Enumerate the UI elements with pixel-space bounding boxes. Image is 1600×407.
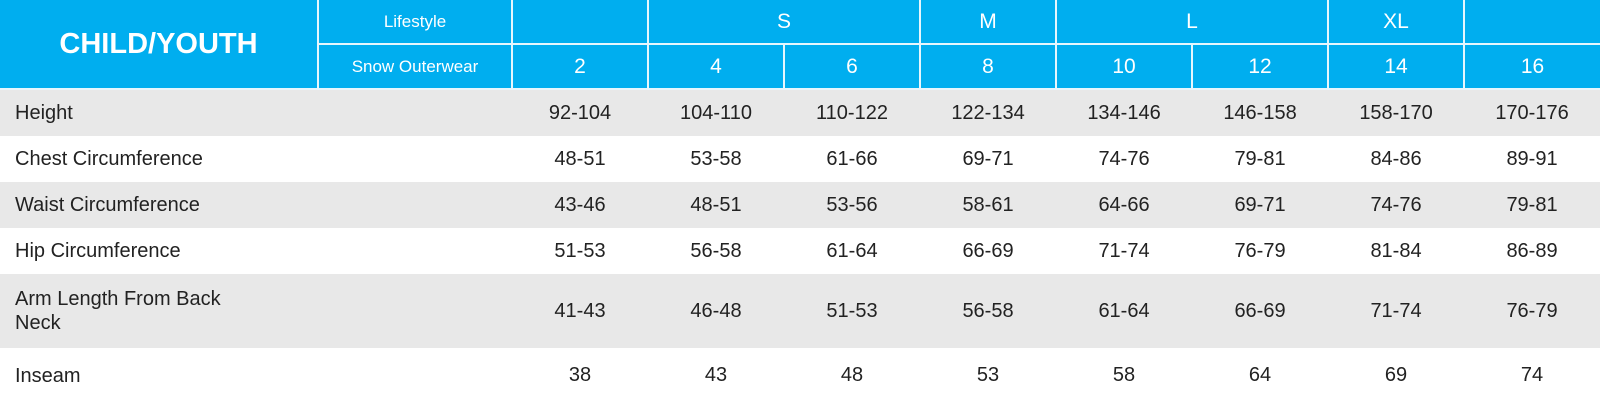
measurement-cell: 43-46 [512, 182, 648, 228]
measurement-cell: 110-122 [784, 89, 921, 136]
measurement-cell: 53 [976, 364, 1000, 386]
measurement-cell: 76-79 [1234, 239, 1286, 262]
size-header: 8 [919, 43, 1058, 90]
size-header: 10 [1055, 43, 1194, 90]
measurement-cell: 48-51 [554, 147, 606, 170]
measurement-cell: 66-69 [1192, 274, 1329, 348]
measurement-cell: 64-66 [1056, 182, 1193, 228]
measurement-cell: 43 [704, 364, 728, 386]
measurement-cell: 56-58 [690, 239, 742, 262]
table-row: Waist Circumference 43-46 48-51 53-56 58-61 6… [0, 182, 1600, 228]
measurement-cell: 71-74 [1098, 239, 1150, 262]
measurement-cell: 69-71 [962, 147, 1014, 170]
row-label: Inseam [15, 364, 81, 387]
size-header: 4 [647, 43, 785, 90]
row-label: Height [0, 89, 512, 136]
size-header: 6 [782, 43, 922, 90]
measurements-body: Height 92-104 104-110 110-122 122-134 134-146… [0, 89, 1600, 403]
measurement-cell: 74-76 [1328, 182, 1465, 228]
measurement-cell: 53-58 [690, 147, 742, 170]
table-row: Arm Length From Back Neck 41-43 46-48 51-53… [0, 274, 1600, 348]
measurement-cell: 71-74 [1328, 274, 1465, 348]
category-label: Snow Outerwear [317, 43, 513, 90]
measurement-cell: 64 [1248, 364, 1272, 386]
table-row: Inseam 38 43 48 53 58 64 69 74 [0, 348, 1600, 403]
row-label: Hip Circumference [15, 240, 181, 262]
measurement-cell: 76-79 [1464, 274, 1600, 348]
table-row: Height 92-104 104-110 110-122 122-134 134-146… [0, 89, 1600, 136]
measurement-cell: 58-61 [920, 182, 1057, 228]
measurement-cell: 41-43 [512, 274, 648, 348]
measurement-cell: 46-48 [648, 274, 784, 348]
size-header: 2 [511, 43, 649, 90]
measurement-cell: 104-110 [648, 89, 784, 136]
measurement-cell: 51-53 [784, 274, 921, 348]
measurement-cell: 79-81 [1464, 182, 1600, 228]
size-group-header: XL [1327, 0, 1466, 45]
size-group-header [1463, 0, 1600, 45]
measurement-cell: 79-81 [1234, 147, 1286, 170]
measurement-cell: 158-170 [1328, 89, 1465, 136]
measurement-cell: 48-51 [648, 182, 784, 228]
measurement-cell: 89-91 [1506, 147, 1558, 170]
size-header: 12 [1191, 43, 1330, 90]
size-group-row: CHILD/YOUTH Lifestyle S M L XL [0, 0, 1600, 90]
measurement-cell: 48 [840, 364, 864, 386]
measurement-cell: 134-146 [1056, 89, 1193, 136]
measurement-cell: 58 [1112, 364, 1136, 386]
size-group-header: S [646, 0, 922, 45]
row-label: Chest Circumference [15, 148, 203, 170]
table-row: Chest Circumference 48-51 53-58 61-66 69-71 7… [0, 136, 1600, 182]
measurement-cell: 61-64 [826, 239, 878, 262]
chart-title: CHILD/YOUTH [0, 0, 319, 90]
size-group-header: L [1055, 0, 1330, 45]
measurement-cell: 51-53 [554, 239, 606, 262]
measurement-cell: 66-69 [962, 239, 1014, 262]
size-group-header [511, 0, 649, 45]
table-row: Hip Circumference 51-53 56-58 61-64 66-69 71-… [0, 228, 1600, 274]
size-group-header: M [919, 0, 1058, 45]
measurement-cell: 122-134 [920, 89, 1057, 136]
measurement-cell: 56-58 [920, 274, 1057, 348]
measurement-cell: 69-71 [1192, 182, 1329, 228]
row-label: Arm Length From Back Neck [0, 274, 512, 348]
measurement-cell: 61-66 [826, 147, 878, 170]
measurement-cell: 69 [1384, 364, 1408, 386]
size-row: Snow Outerwear 2 4 6 8 10 12 14 16 [0, 43, 1600, 90]
measurement-cell: 170-176 [1464, 89, 1600, 136]
measurement-cell: 84-86 [1370, 147, 1422, 170]
measurement-cell: 61-64 [1056, 274, 1193, 348]
measurement-cell: 81-84 [1370, 239, 1422, 262]
lifestyle-label: Lifestyle [317, 0, 513, 45]
measurement-cell: 146-158 [1192, 89, 1329, 136]
measurement-cell: 86-89 [1506, 239, 1558, 262]
row-label: Waist Circumference [0, 182, 512, 228]
measurement-cell: 38 [568, 364, 592, 386]
size-header: 14 [1327, 43, 1466, 90]
size-header: 16 [1463, 43, 1600, 90]
measurement-cell: 92-104 [512, 89, 648, 136]
measurement-cell: 74-76 [1098, 147, 1150, 170]
measurement-cell: 74 [1520, 364, 1544, 386]
measurement-cell: 53-56 [784, 182, 921, 228]
